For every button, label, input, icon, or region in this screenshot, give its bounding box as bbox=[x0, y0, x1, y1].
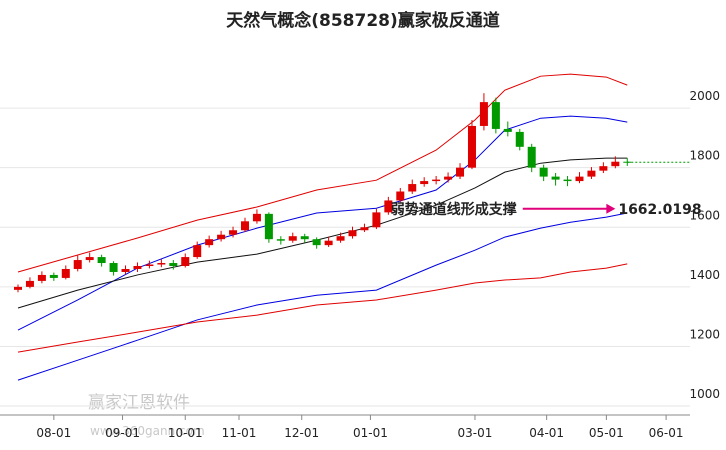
x-tick-label: 08-01 bbox=[36, 426, 71, 440]
candle-body bbox=[157, 263, 166, 265]
x-tick-label: 01-01 bbox=[353, 426, 388, 440]
channel-line bbox=[17, 263, 628, 353]
channel-line bbox=[17, 73, 628, 273]
candle-body bbox=[217, 234, 226, 240]
watermark-url: www.360gann.com bbox=[90, 424, 205, 438]
candle-body bbox=[145, 264, 154, 267]
candle-body bbox=[432, 179, 441, 182]
channel-line bbox=[17, 212, 628, 381]
y-tick-label: 1400 bbox=[689, 268, 720, 282]
candle-body bbox=[97, 257, 106, 264]
candle-body bbox=[396, 191, 405, 201]
arrow-head bbox=[606, 203, 616, 214]
candle-body bbox=[109, 263, 118, 272]
candle-body bbox=[360, 227, 369, 231]
candle-body bbox=[348, 230, 357, 237]
candle-body bbox=[169, 263, 178, 267]
candle-body bbox=[61, 268, 70, 278]
x-tick-label: 10-01 bbox=[168, 426, 203, 440]
x-tick-label: 03-01 bbox=[458, 426, 493, 440]
candle-body bbox=[14, 286, 22, 290]
support-label: 弱势通道线形成支撑 bbox=[391, 201, 517, 218]
candle-body bbox=[300, 236, 309, 240]
x-tick-label: 04-01 bbox=[529, 426, 564, 440]
candle-body bbox=[336, 236, 345, 241]
candle-body bbox=[527, 146, 536, 168]
x-tick-label: 09-01 bbox=[105, 426, 140, 440]
candle-body bbox=[264, 213, 273, 240]
watermark: 赢家江恩软件 bbox=[88, 393, 190, 413]
candle-body bbox=[49, 274, 58, 278]
x-tick-label: 06-01 bbox=[649, 426, 684, 440]
candle-body bbox=[121, 268, 130, 272]
candle-body bbox=[467, 125, 476, 168]
candle-body bbox=[456, 167, 465, 177]
candle-body bbox=[420, 181, 429, 185]
y-tick-label: 1600 bbox=[689, 208, 720, 222]
candle-body bbox=[587, 170, 596, 177]
candle-body bbox=[193, 245, 202, 258]
candle-body bbox=[515, 131, 524, 147]
candle-body bbox=[85, 257, 94, 261]
candle-body bbox=[252, 213, 261, 222]
candle-body bbox=[205, 239, 214, 246]
candle-body bbox=[324, 240, 333, 246]
candle-body bbox=[503, 128, 512, 132]
candle-body bbox=[133, 266, 142, 269]
channel-line bbox=[17, 157, 628, 309]
candle-body bbox=[599, 166, 608, 171]
candle-body bbox=[479, 102, 488, 126]
candle-body bbox=[539, 167, 548, 177]
support-value: 1662.0198 bbox=[618, 202, 701, 218]
candle-body bbox=[288, 236, 297, 241]
y-tick-label: 1000 bbox=[689, 387, 720, 401]
x-tick-label: 05-01 bbox=[589, 426, 624, 440]
candle-body bbox=[240, 221, 249, 231]
candle-body bbox=[229, 230, 238, 235]
y-tick-label: 1800 bbox=[689, 149, 720, 163]
candle-body bbox=[444, 176, 453, 180]
candle-body bbox=[563, 179, 572, 182]
candle-body bbox=[575, 176, 584, 182]
channel-line bbox=[17, 115, 628, 331]
candle-body bbox=[37, 274, 46, 281]
candle-body bbox=[384, 200, 393, 213]
candle-body bbox=[73, 260, 82, 269]
candle-body bbox=[611, 161, 620, 167]
chart-title: 天然气概念(858728)赢家极反通道 bbox=[226, 10, 500, 31]
candle-body bbox=[551, 176, 560, 180]
y-tick-label: 2000 bbox=[689, 89, 720, 103]
x-tick-label: 12-01 bbox=[284, 426, 319, 440]
y-tick-label: 1200 bbox=[689, 327, 720, 341]
candle-body bbox=[181, 257, 190, 267]
candle-body bbox=[276, 239, 285, 241]
candle-body bbox=[372, 212, 381, 228]
candle-body bbox=[408, 184, 417, 192]
candle-body bbox=[25, 280, 34, 287]
candle-body bbox=[491, 102, 500, 129]
candle-body bbox=[312, 239, 321, 246]
x-tick-label: 11-01 bbox=[222, 426, 257, 440]
